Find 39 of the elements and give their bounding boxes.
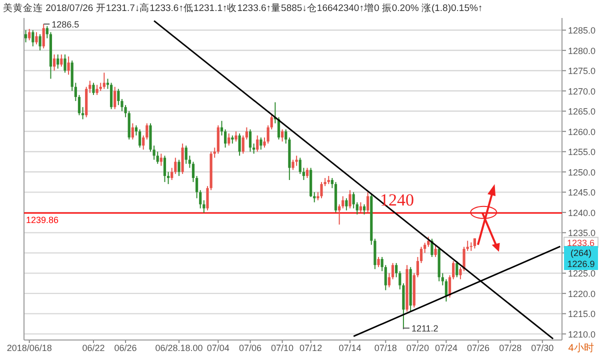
x-tick-label: 07/14 xyxy=(338,343,362,353)
x-tick-label: 07/24 xyxy=(434,343,458,353)
y-tick-label: 1250.0 xyxy=(568,167,596,178)
y-tick-label: 1240.0 xyxy=(568,208,596,218)
text: 4小时 xyxy=(568,342,594,353)
y-tick-label: 1280.0 xyxy=(568,46,596,56)
text: 1226.9 xyxy=(567,259,595,269)
x-tick-label: 06/22 xyxy=(82,343,105,353)
y-tick-label: 1275.0 xyxy=(568,66,596,76)
x-tick-label: 07/30 xyxy=(531,343,554,353)
chart-title: 美黄金连 2018/07/26 开1231.7↓高1233.6↑低1231.1↑收1233.6↑量5885↓仓16642340↑增0 振0.20% 涨(1.8)0.15%↑ xyxy=(3,2,483,14)
x-tick-label: 06/28.18.00 xyxy=(155,343,203,353)
y-tick-label: 1270.0 xyxy=(568,86,596,96)
y-tick-label: 1245.0 xyxy=(568,188,596,198)
text: 1233.6 xyxy=(567,238,595,248)
y-tick-label: 1215.0 xyxy=(568,309,596,320)
x-tick-label: 07/20 xyxy=(406,343,429,353)
y-tick-label: 1255.0 xyxy=(568,147,596,158)
y-tick-label: 1210.0 xyxy=(568,329,596,340)
x-tick-label: 07/06 xyxy=(238,343,262,353)
x-tick-label: 07/12 xyxy=(300,343,322,353)
x-tick-label: 07/28 xyxy=(499,343,522,353)
annotation: 1211.2 xyxy=(411,324,438,334)
y-tick-label: 1285.0 xyxy=(568,26,596,36)
x-tick-label: 07/18 xyxy=(374,343,397,353)
annotation: 1240 xyxy=(380,190,414,210)
y-tick-label: 1265.0 xyxy=(568,106,596,117)
y-tick-label: 1225.0 xyxy=(568,268,596,279)
x-tick-label: 06/26 xyxy=(114,343,137,353)
text: (264) xyxy=(570,248,592,258)
y-tick-label: 1260.0 xyxy=(568,126,596,137)
y-tick-label: 1235.0 xyxy=(568,228,596,238)
x-tick-label: 07/04 xyxy=(206,343,230,353)
x-tick-label: 07/26 xyxy=(467,343,490,353)
y-tick-label: 1220.0 xyxy=(568,288,596,299)
x-tick-label: 2018/06/18 xyxy=(6,343,52,353)
ref-line-label: 1239.86 xyxy=(26,214,59,225)
x-tick-label: 07/10 xyxy=(271,343,294,353)
annotation: 1286.5 xyxy=(52,20,80,30)
